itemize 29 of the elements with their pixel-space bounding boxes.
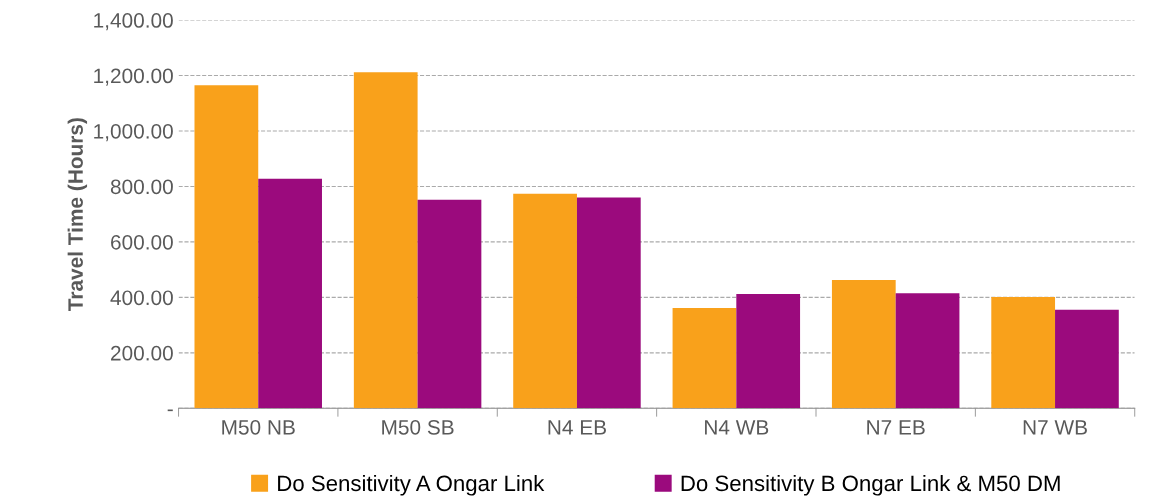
y-tick-label: 400.00 [110,290,173,306]
x-tick-label: N4 WB [705,420,769,435]
y-tick-label: 600.00 [111,234,173,250]
y-tick-label: 200.00 [111,345,173,361]
y-tick-label: 1,200.00 [94,68,173,86]
y-axis-title: Travel Time (Hours) [67,118,88,312]
bar [194,85,259,409]
y-tick-label: 800.00 [110,179,173,195]
legend-label: Do Sensitivity B Ongar Link & M50 DM [681,474,1060,496]
bar [736,294,801,409]
x-tick-label: N7 EB [867,420,925,435]
bar [672,307,737,409]
legend-label: Do Sensitivity A Ongar Link [278,474,545,496]
x-tick-label: M50 SB [382,419,454,435]
x-tick-label: N4 EB [548,420,606,435]
y-tick-label: 1,400.00 [94,13,173,31]
bar [1055,309,1119,409]
x-tick-label: M50 NB [222,419,295,435]
bar [353,72,418,409]
bar [831,279,896,409]
y-tick-label: 1,000.00 [94,123,173,142]
y-tick-label: - [167,409,173,412]
bar [991,297,1056,409]
bar [576,197,641,409]
bar [417,199,482,409]
bar [513,193,577,409]
bar [258,178,322,409]
bar [895,293,960,409]
x-tick-label: N7 WB [1023,420,1087,435]
